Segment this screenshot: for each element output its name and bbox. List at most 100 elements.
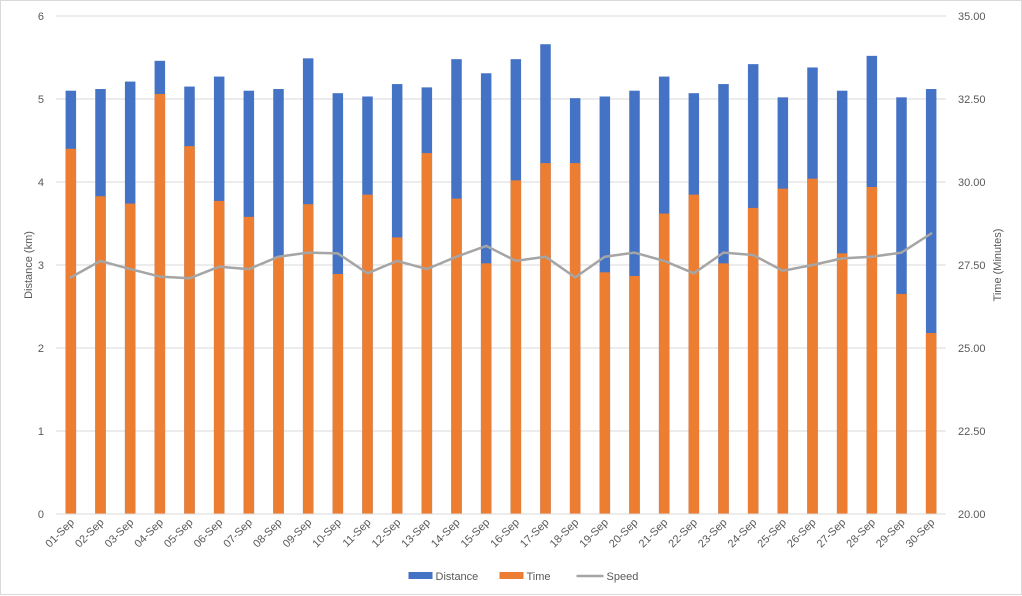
legend-swatch-time — [499, 572, 524, 579]
time-bar — [302, 204, 314, 514]
x-tick-label: 26-Sep — [785, 517, 819, 551]
speed-line-layer — [69, 232, 933, 280]
x-tick-label: 04-Sep — [132, 517, 166, 551]
x-tick-label: 29-Sep — [874, 517, 908, 551]
time-bar — [925, 333, 937, 514]
y2-axis-title: Time (Minutes) — [992, 229, 1004, 302]
y-axis-title: Distance (km) — [23, 231, 35, 299]
speed-point — [514, 259, 518, 263]
speed-point — [633, 251, 636, 254]
x-tick-label: 07-Sep — [221, 517, 255, 551]
speed-point — [722, 251, 725, 254]
time-bar — [362, 194, 373, 514]
y-tick-label: 2 — [38, 343, 44, 355]
speed-point — [692, 272, 696, 275]
time-bar — [718, 263, 729, 514]
time-bar — [599, 272, 611, 514]
legend-label-speed: Speed — [607, 571, 639, 583]
time-bar — [243, 216, 255, 515]
gridlines — [56, 15, 946, 515]
time-bar — [65, 148, 77, 515]
y2-tick-label: 30.00 — [958, 177, 986, 189]
time-bar — [480, 263, 492, 514]
time-bar — [95, 196, 106, 514]
speed-point — [544, 255, 547, 258]
speed-point — [929, 232, 933, 235]
time-bar — [569, 163, 581, 515]
time-bar — [451, 198, 462, 514]
time-bar — [777, 188, 789, 514]
time-bar — [184, 146, 195, 515]
speed-point — [158, 275, 162, 278]
x-tick-label: 30-Sep — [904, 517, 938, 551]
time-bar — [213, 200, 225, 514]
x-tick-label: 10-Sep — [310, 517, 344, 551]
speed-line — [69, 232, 933, 280]
x-tick-label: 08-Sep — [251, 517, 285, 551]
speed-point — [69, 276, 73, 279]
speed-point — [484, 244, 488, 248]
x-tick-label: 15-Sep — [459, 517, 493, 551]
x-tick-label: 01-Sep — [43, 517, 77, 551]
x-tick-label: 06-Sep — [192, 517, 226, 551]
speed-point — [247, 267, 251, 271]
speed-point — [811, 263, 814, 267]
y-tick-label: 3 — [38, 260, 44, 272]
y2-tick-label: 35.00 — [958, 11, 986, 23]
y2-tick-label: 32.50 — [958, 94, 986, 106]
x-tick-label: 13-Sep — [399, 517, 433, 551]
x-tick-label: 18-Sep — [548, 517, 582, 551]
y2-tick-label: 27.50 — [958, 260, 986, 272]
time-bar — [332, 273, 344, 514]
x-tick-label: 19-Sep — [577, 517, 611, 551]
x-tick-label: 27-Sep — [815, 517, 849, 551]
time-bar — [747, 207, 759, 514]
x-tick-label: 05-Sep — [162, 517, 196, 551]
y2-tick-label: 25.00 — [958, 343, 986, 355]
speed-point — [128, 267, 132, 271]
time-bar — [836, 253, 848, 514]
time-bar — [154, 94, 166, 515]
x-tick-label: 03-Sep — [103, 517, 137, 551]
x-tick-label: 22-Sep — [666, 517, 700, 551]
speed-point — [306, 251, 310, 254]
time-bar — [540, 163, 551, 515]
x-tick-label: 28-Sep — [844, 517, 878, 551]
y-tick-label: 5 — [38, 94, 44, 106]
y-tick-label: 4 — [38, 177, 44, 189]
speed-point — [336, 252, 340, 255]
x-tick-label: 12-Sep — [370, 517, 404, 551]
legend-label-distance: Distance — [436, 571, 479, 583]
time-bar — [391, 237, 403, 514]
legend-label-time: Time — [527, 571, 551, 583]
speed-point — [840, 257, 844, 260]
speed-point — [99, 259, 102, 263]
speed-point — [781, 269, 785, 273]
legend: Distance Time Speed — [408, 571, 639, 583]
time-bar — [866, 186, 878, 515]
speed-point — [662, 259, 666, 263]
time-bar — [807, 178, 818, 514]
y-tick-label: 6 — [38, 11, 44, 23]
distance-bar — [925, 89, 937, 514]
x-tick-label: 23-Sep — [696, 517, 730, 551]
x-tick-label: 20-Sep — [607, 517, 641, 551]
x-tick-label: 21-Sep — [637, 517, 671, 551]
x-tick-label: 09-Sep — [281, 517, 315, 551]
x-tick-label: 16-Sep — [488, 517, 522, 551]
x-tick-label: 17-Sep — [518, 517, 552, 551]
x-tick-label: 11-Sep — [341, 517, 374, 550]
speed-point — [366, 272, 369, 275]
speed-point — [455, 255, 458, 258]
speed-point — [395, 259, 399, 263]
y-tick-label: 1 — [38, 426, 44, 438]
speed-point — [217, 265, 221, 268]
time-bar — [688, 194, 700, 514]
x-tick-label: 25-Sep — [755, 517, 789, 551]
speed-point — [900, 251, 903, 254]
speed-point — [870, 255, 874, 258]
x-tick-label: 02-Sep — [73, 517, 107, 551]
time-bar — [510, 180, 522, 514]
